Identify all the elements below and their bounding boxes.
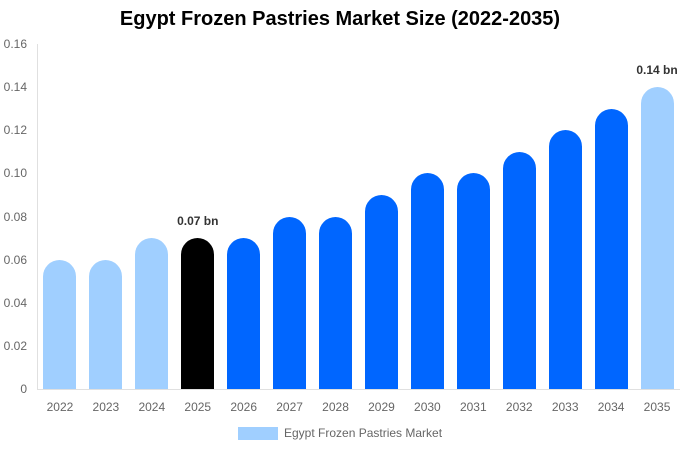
y-tick-label: 0.06 [3,252,27,267]
bar-2029[interactable] [364,194,398,389]
x-tick-label: 2023 [92,400,120,414]
bar-2031[interactable] [456,173,490,389]
bar-2026[interactable] [227,238,261,389]
x-tick-label: 2025 [184,400,212,414]
legend-label: Egypt Frozen Pastries Market [284,426,443,440]
y-tick-label: 0.02 [3,338,27,353]
bar-2028[interactable] [319,216,353,389]
x-tick-label: 2028 [322,400,349,414]
x-tick-label: 2027 [276,400,303,414]
x-tick-label: 2032 [505,400,533,414]
y-tick-label: 0.12 [3,123,27,138]
y-tick-label: 0.10 [3,166,27,181]
legend-swatch [238,426,278,440]
y-tick-label: 0.08 [3,209,27,224]
y-axis-line [37,44,38,390]
bar-2034[interactable] [594,108,628,389]
bar-2033[interactable] [548,130,582,389]
data-label: 0.14 bn [636,63,678,78]
x-tick-label: 2030 [414,400,441,414]
x-axis-line [37,389,680,390]
x-tick-label: 2024 [138,400,166,414]
legend[interactable]: Egypt Frozen Pastries Market [238,426,442,440]
bar-2022[interactable] [43,259,77,389]
y-tick-label: 0.04 [3,295,27,310]
data-label: 0.07 bn [177,214,219,229]
bar-2030[interactable] [410,173,444,389]
x-tick-label: 2031 [459,400,487,414]
bar-2024[interactable] [135,238,169,389]
y-tick-label: 0.14 [3,80,27,95]
y-tick-label: 0.16 [3,37,27,51]
bar-2035[interactable] [640,87,674,389]
bar-2025[interactable] [181,238,215,389]
bar-2027[interactable] [273,216,307,389]
y-tick-label: 0 [20,382,27,396]
x-tick-label: 2033 [551,400,579,414]
bar-2023[interactable] [89,259,123,389]
x-tick-label: 2029 [368,400,395,414]
bar-2032[interactable] [502,151,536,389]
plot-area [37,44,680,389]
x-tick-label: 2026 [230,400,258,414]
x-tick-label: 2034 [597,400,625,414]
chart-title: Egypt Frozen Pastries Market Size (2022-… [119,8,561,30]
x-tick-label: 2035 [643,400,671,414]
x-tick-label: 2022 [46,400,74,414]
